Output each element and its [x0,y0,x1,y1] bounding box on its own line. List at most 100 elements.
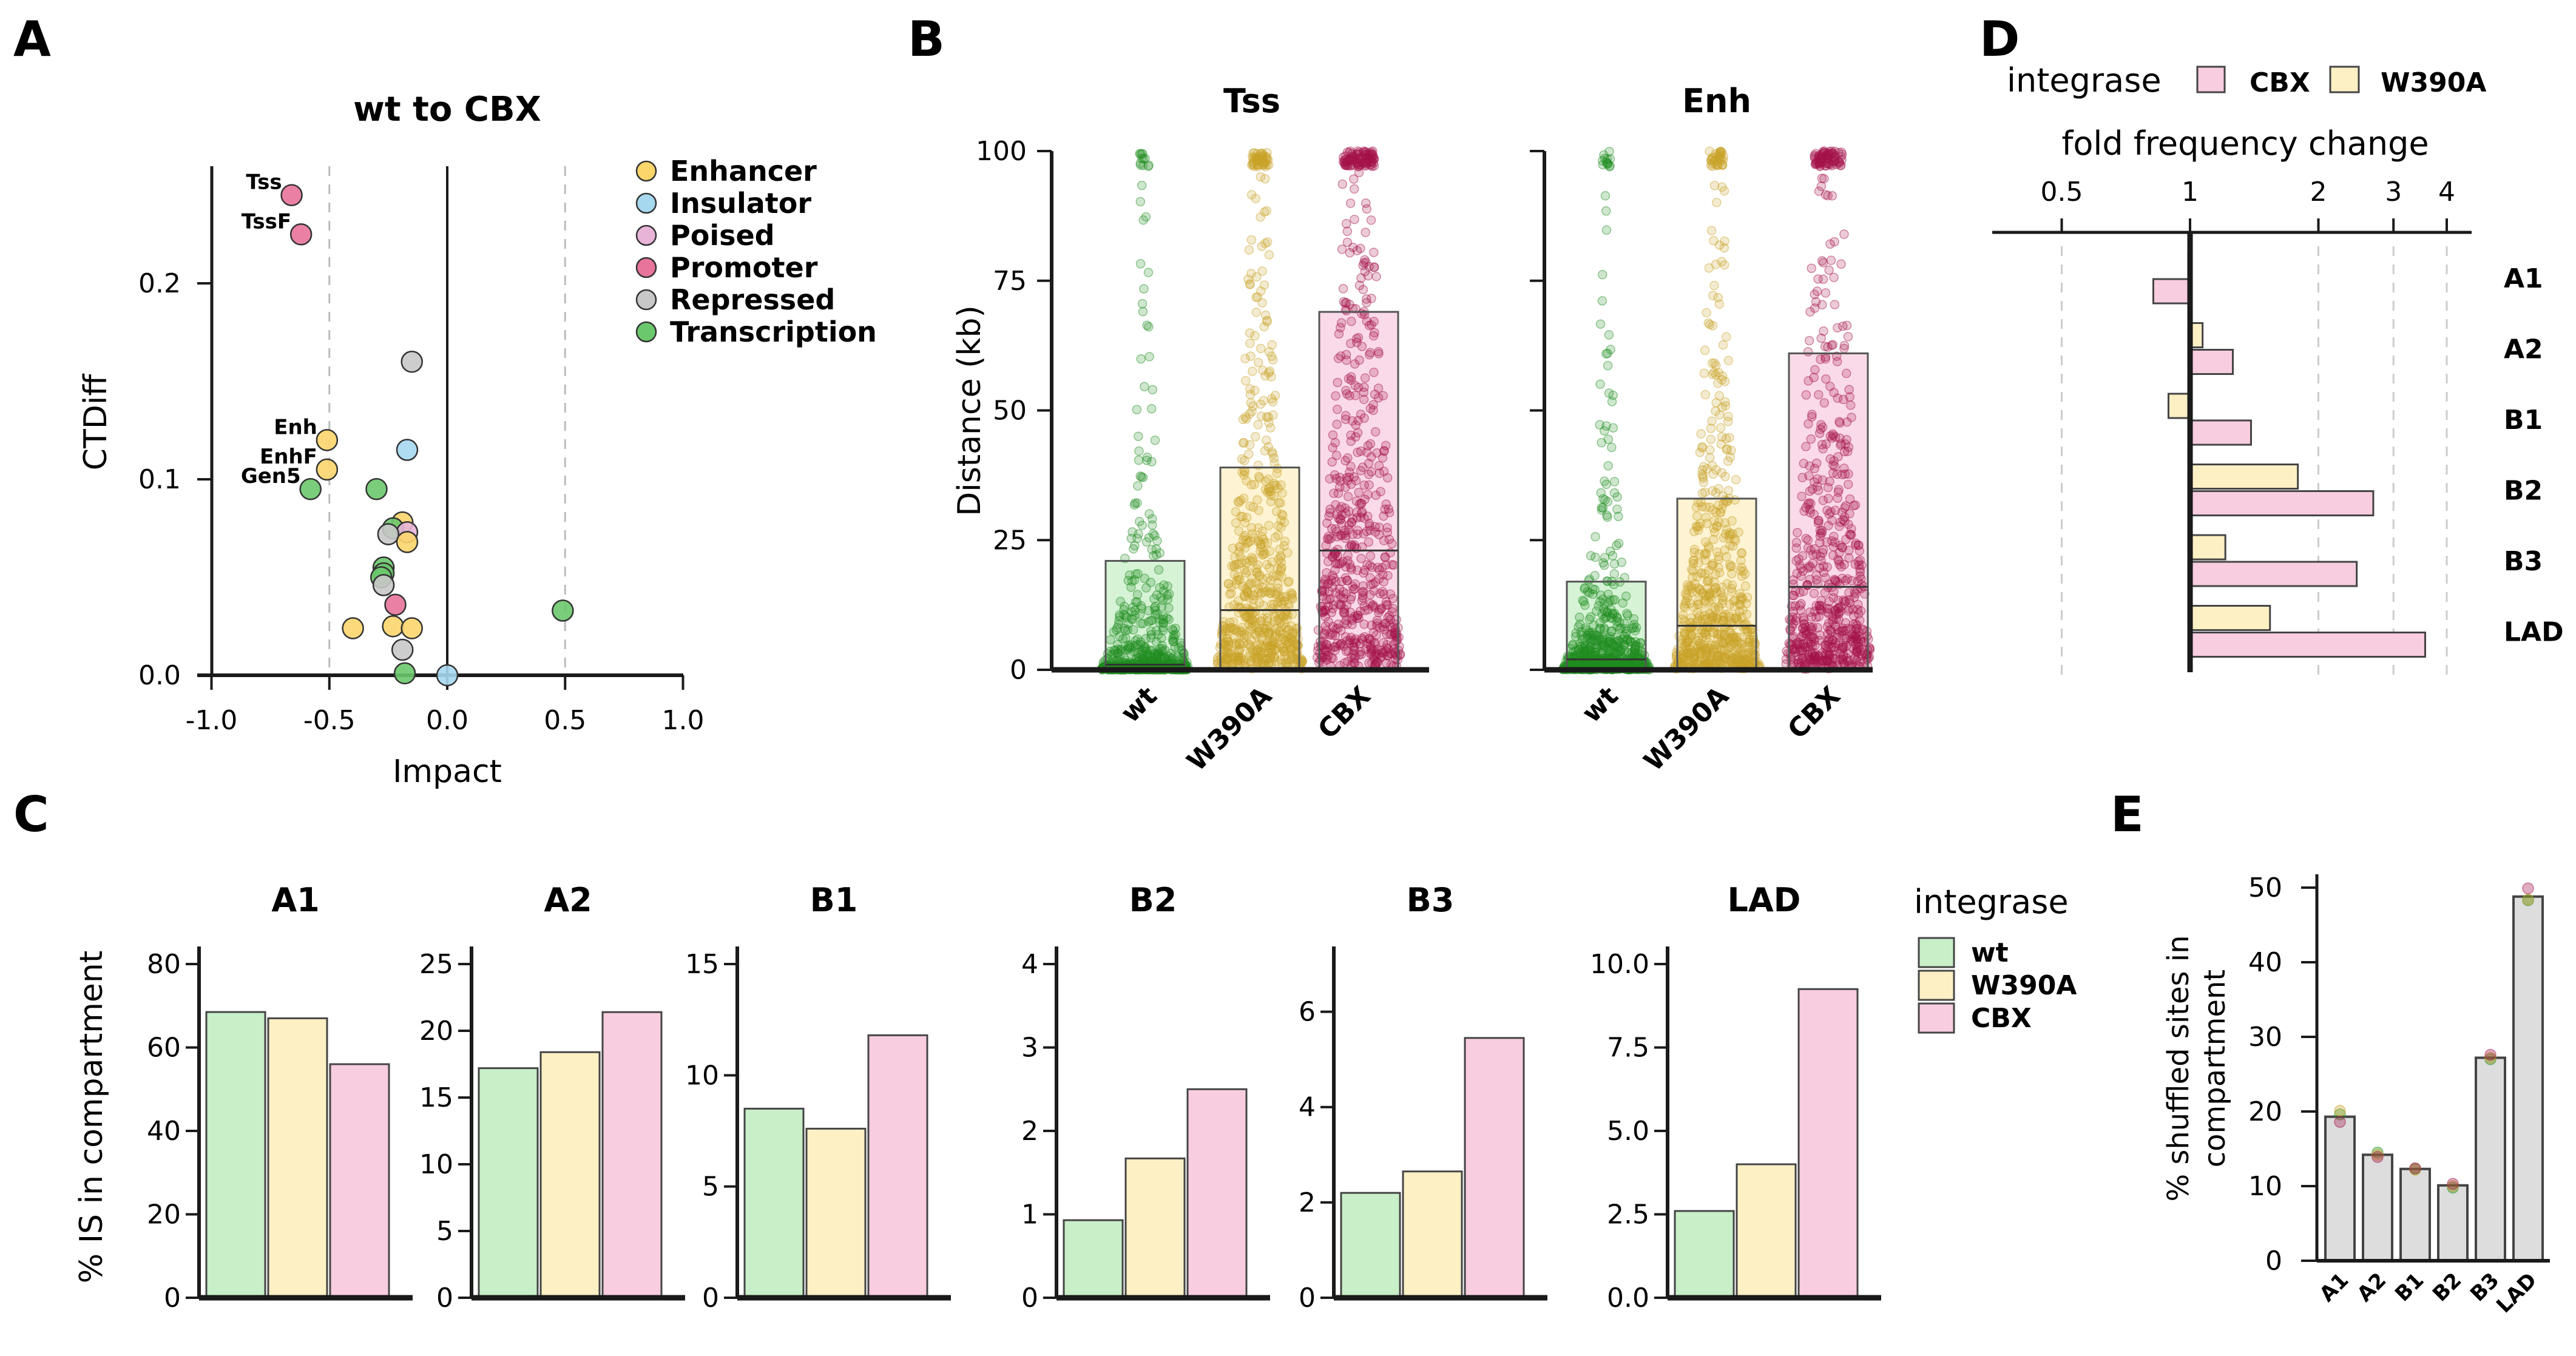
point [1277,563,1286,573]
point [1288,652,1298,662]
point [1350,214,1359,224]
point [1827,616,1837,627]
point [1824,509,1834,519]
point [1379,447,1389,456]
point [1154,565,1164,575]
point [1131,641,1140,651]
point [1740,581,1751,591]
point [1260,174,1270,184]
point [1606,613,1616,622]
point [1352,613,1362,623]
y-tick-label: 0.0 [138,660,181,691]
point [1828,340,1838,350]
point [1841,501,1851,511]
point-insulator [436,664,459,687]
point-transcription [299,477,322,501]
point [1149,603,1160,613]
y-tick-label: 0 [1021,1283,1038,1314]
point [1575,619,1585,629]
point [1706,423,1716,433]
point [1135,639,1145,649]
point [1156,653,1166,663]
point [1374,460,1384,471]
point [1725,599,1735,609]
legend-swatch [1918,970,1955,1001]
point-repressed [377,523,400,545]
point [1128,602,1138,612]
point [1816,354,1825,364]
point [1124,643,1134,653]
point [1264,417,1274,428]
point [1353,428,1363,437]
replicate-point [2334,1116,2346,1128]
point [1341,508,1351,518]
point [1606,638,1616,648]
point [1144,322,1154,332]
point [1159,653,1169,663]
point [1146,616,1155,626]
point [1121,646,1131,656]
point [1113,648,1123,658]
point [1135,609,1145,619]
point [1144,533,1154,543]
point [1164,603,1174,613]
bar-CBX [2189,419,2252,446]
point [1365,439,1376,449]
point-enhancer [316,458,339,481]
point [1259,396,1268,406]
point [1158,595,1168,605]
point [1132,533,1142,544]
point [1240,467,1250,477]
bar-CBX [1797,988,1859,1299]
point [1112,649,1123,659]
point [1725,528,1734,538]
point [1595,379,1605,389]
point [1364,261,1374,272]
point [1135,197,1146,207]
panel-letter-e: E [2111,786,2144,843]
point [1109,627,1119,637]
point [1723,416,1733,427]
point [1578,595,1587,605]
point [1689,626,1699,636]
point [1162,613,1172,623]
point [1374,530,1384,539]
point [1155,654,1166,664]
point [1597,269,1607,280]
point [1366,215,1376,225]
point [1727,587,1737,597]
point [1711,360,1721,371]
point [1342,157,1352,167]
bar-W390A [539,1051,601,1299]
point [1622,609,1632,618]
point [1331,450,1342,460]
point [1137,653,1148,663]
point [1600,560,1609,570]
point [1169,630,1178,640]
point [1336,318,1347,328]
point [1841,368,1851,379]
facet-title: A1 [271,881,319,919]
point [1600,624,1609,635]
point [1135,149,1146,160]
point [1133,656,1143,666]
point [1692,522,1702,532]
point [1587,584,1598,594]
point [1342,226,1353,237]
point [1152,609,1162,619]
point [1248,502,1259,512]
point [1164,615,1174,624]
point-insulator [396,439,419,461]
replicate-point [2334,1105,2346,1117]
point [1841,618,1851,628]
point [1329,573,1339,583]
point-repressed [401,350,423,373]
y-tick-label: 5.0 [1607,1116,1649,1147]
point [1700,390,1711,400]
point [1147,615,1157,626]
point [1621,591,1631,601]
point [1130,647,1140,657]
point [1815,604,1825,614]
point [1798,653,1808,664]
point [1370,328,1379,338]
